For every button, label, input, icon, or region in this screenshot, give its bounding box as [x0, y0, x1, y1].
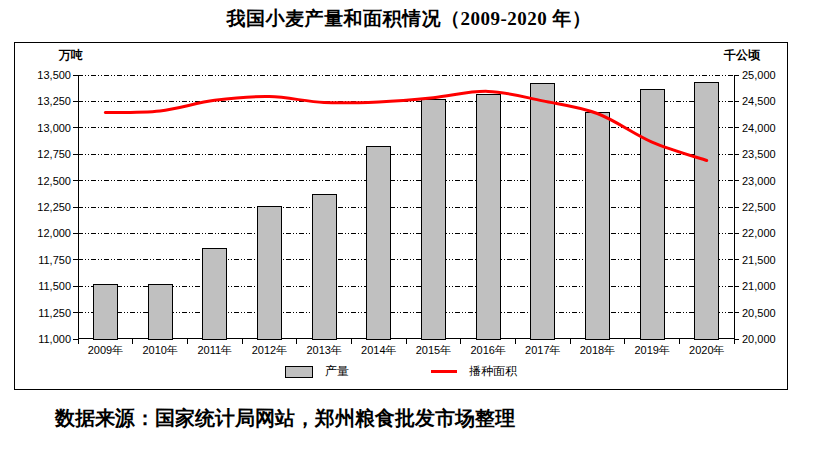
y-axis-tick-label-right: 22,000: [742, 227, 776, 240]
y-axis-tick-label-left: 12,750: [23, 148, 71, 161]
y-axis-tick-label-right: 20,000: [742, 333, 776, 346]
legend: 产量 播种面积: [15, 363, 787, 380]
bar: [93, 285, 117, 339]
x-axis-tick-label: 2011年: [187, 343, 242, 358]
x-axis-tick-label: 2019年: [625, 343, 680, 358]
y-axis-tick-label-left: 13,250: [23, 95, 71, 108]
y-axis-tick-label-left: 13,500: [23, 69, 71, 82]
chart-figure: 我国小麦产量和面积情况（2009-2020 年） 万吨 千公顷 13,500 13…: [0, 0, 818, 450]
chart-title: 我国小麦产量和面积情况（2009-2020 年）: [0, 6, 818, 32]
y-axis-tick-label-left: 11,500: [23, 280, 71, 293]
y-axis-tick-label-right: 21,000: [742, 280, 776, 293]
legend-line-label: 播种面积: [469, 363, 517, 380]
bar: [585, 113, 609, 339]
legend-line-swatch-icon: [431, 370, 457, 373]
bar: [203, 248, 227, 339]
bar: [421, 100, 445, 339]
y-axis-tick-label-left: 11,250: [23, 307, 71, 320]
left-axis-unit-label: 万吨: [59, 47, 83, 64]
bar: [148, 284, 172, 339]
y-axis-tick-label-right: 23,000: [742, 175, 776, 188]
legend-bar-swatch-icon: [285, 366, 313, 378]
x-axis-tick-label: 2018年: [570, 343, 625, 358]
y-axis-tick-label-right: 24,000: [742, 122, 776, 135]
y-axis-tick-label-left: 11,750: [23, 254, 71, 267]
bar: [695, 83, 719, 339]
x-axis-tick-label: 2017年: [515, 343, 570, 358]
y-axis-tick-label-left: 12,000: [23, 227, 71, 240]
y-axis-tick-label-right: 22,500: [742, 201, 776, 214]
y-axis-tick-label-right: 23,500: [742, 148, 776, 161]
plot-area: [78, 75, 734, 339]
legend-bar-label: 产量: [325, 363, 349, 380]
y-axis-tick-label-right: 20,500: [742, 307, 776, 320]
chart-box: 万吨 千公顷 13,500 13,250 13,000 12,750 12,500 12,…: [14, 42, 788, 390]
bar: [367, 147, 391, 339]
x-axis-tick-label: 2016年: [461, 343, 516, 358]
y-axis-tick-label-right: 25,000: [742, 69, 776, 82]
bar: [476, 94, 500, 339]
bar: [257, 207, 281, 339]
y-axis-tick-label-left: 12,250: [23, 201, 71, 214]
source-note: 数据来源：国家统计局网站，郑州粮食批发市场整理: [55, 405, 515, 432]
x-axis-tick-label: 2020年: [679, 343, 734, 358]
y-axis-tick-label-right: 21,500: [742, 254, 776, 267]
x-axis-tick-label: 2014年: [351, 343, 406, 358]
x-axis-tick-label: 2012年: [242, 343, 297, 358]
x-axis-tick-label: 2009年: [78, 343, 133, 358]
y-axis-tick-label-right: 24,500: [742, 95, 776, 108]
y-axis-tick-label-left: 11,000: [23, 333, 71, 346]
bar: [531, 83, 555, 339]
bar: [640, 90, 664, 339]
x-axis-tick-label: 2015年: [406, 343, 461, 358]
x-axis-tick-label: 2013年: [297, 343, 352, 358]
bar: [312, 195, 336, 339]
right-axis-unit-label: 千公顷: [724, 47, 760, 64]
y-axis-tick-label-left: 12,500: [23, 175, 71, 188]
y-axis-tick-label-left: 13,000: [23, 122, 71, 135]
x-axis-tick-label: 2010年: [133, 343, 188, 358]
